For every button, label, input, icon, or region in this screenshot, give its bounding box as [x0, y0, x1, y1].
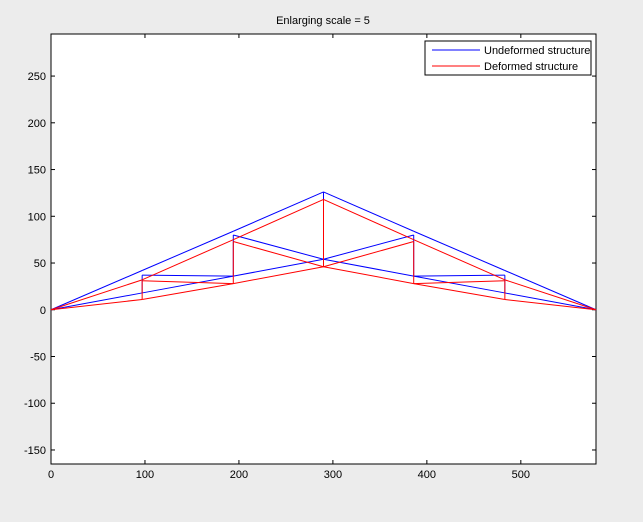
truss-member-undeformed	[323, 234, 414, 260]
x-tick-label: 400	[418, 469, 436, 481]
y-tick-label: -100	[24, 398, 46, 410]
truss-member-deformed	[233, 198, 324, 241]
legend-box	[424, 40, 592, 76]
truss-member-deformed	[142, 280, 234, 285]
truss-member-undeformed	[233, 191, 324, 232]
truss-member-deformed	[50, 298, 143, 311]
truss-member-undeformed	[142, 275, 234, 294]
truss-member-deformed	[413, 239, 506, 281]
y-tick-label: 0	[40, 305, 46, 317]
truss-member-deformed	[142, 283, 234, 300]
x-tick-label: 500	[512, 469, 530, 481]
y-tick-label: 100	[28, 211, 46, 223]
legend-label-undeformed: Undeformed structure	[484, 45, 590, 57]
truss-member-undeformed	[141, 230, 234, 271]
truss-member-deformed	[141, 239, 234, 281]
truss-member-undeformed	[504, 270, 597, 311]
y-tick-label: -150	[24, 445, 46, 457]
x-tick-label: 300	[324, 469, 342, 481]
truss-members	[50, 191, 597, 311]
y-tick-label: -50	[30, 352, 46, 364]
truss-member-deformed	[323, 266, 414, 285]
truss-member-deformed	[233, 241, 324, 268]
truss-member-undeformed	[413, 274, 505, 277]
truss-member-deformed	[504, 279, 597, 311]
legend-label-deformed: Deformed structure	[484, 61, 578, 73]
truss-member-undeformed	[50, 292, 143, 311]
truss-member-undeformed	[50, 270, 143, 311]
truss-member-undeformed	[413, 230, 506, 271]
truss-member-deformed	[233, 266, 324, 285]
truss-member-undeformed	[504, 292, 597, 311]
x-tick-label: 200	[230, 469, 248, 481]
axis-ticks: 0 100 200 300 400 500 -150 -100 -50 0 50 100 150 200 2…	[24, 34, 596, 481]
truss-member-deformed	[323, 198, 414, 241]
truss-member-undeformed	[233, 234, 324, 260]
truss-member-undeformed	[142, 274, 234, 277]
truss-member-deformed	[504, 298, 597, 311]
y-tick-label: 50	[34, 258, 46, 270]
truss-member-undeformed	[413, 275, 505, 294]
truss-member-deformed	[323, 241, 414, 268]
truss-member-deformed	[413, 283, 505, 300]
chart-title: Enlarging scale = 5	[276, 15, 370, 27]
truss-member-undeformed	[323, 191, 414, 232]
truss-member-deformed	[413, 280, 505, 285]
y-tick-label: 250	[28, 71, 46, 83]
truss-member-deformed	[50, 279, 143, 311]
x-tick-label: 0	[48, 469, 54, 481]
legend: Undeformed structure Deformed structure	[424, 40, 592, 76]
y-tick-label: 150	[28, 165, 46, 177]
x-tick-label: 100	[136, 469, 154, 481]
y-tick-label: 200	[28, 118, 46, 130]
